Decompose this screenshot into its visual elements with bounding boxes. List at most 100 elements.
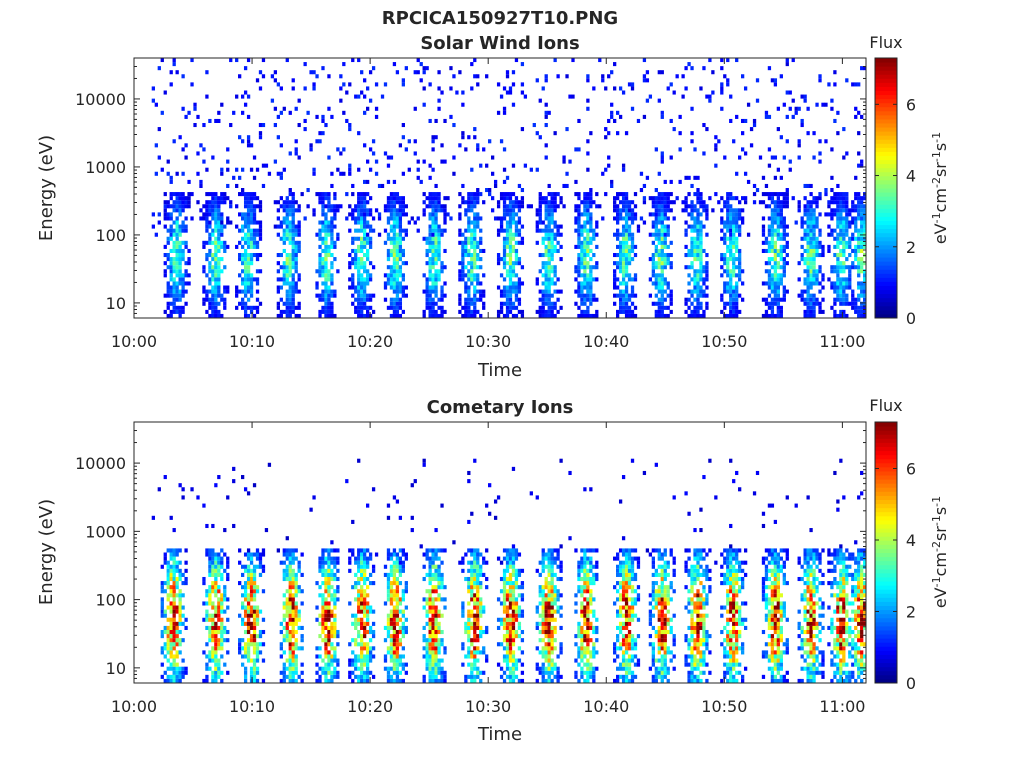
- heatmap-cell: [440, 261, 444, 266]
- heatmap-cell: [172, 552, 176, 557]
- heatmap-cell: [241, 192, 245, 197]
- heatmap-cell: [360, 208, 364, 213]
- heatmap-cell: [246, 650, 251, 655]
- heatmap-cell: [172, 548, 176, 553]
- heatmap-cell: [705, 305, 709, 310]
- heatmap-cell: [401, 253, 405, 258]
- heatmap-cell: [214, 634, 218, 639]
- heatmap-cell: [223, 552, 227, 557]
- heatmap-cell: [246, 621, 251, 626]
- heatmap-cell: [327, 572, 331, 577]
- heatmap-cell: [321, 114, 325, 119]
- heatmap-cell: [395, 313, 400, 318]
- heatmap-cell: [752, 118, 757, 123]
- heatmap-cell: [508, 273, 513, 278]
- heatmap-cell: [690, 66, 694, 71]
- heatmap-cell: [202, 503, 206, 508]
- heatmap-cell: [395, 289, 400, 294]
- heatmap-cell: [363, 265, 367, 270]
- heatmap-cell: [169, 301, 173, 306]
- heatmap-cell: [181, 613, 185, 618]
- heatmap-cell: [252, 605, 257, 610]
- heatmap-cell: [264, 528, 269, 533]
- heatmap-cell: [389, 273, 394, 278]
- heatmap-cell: [360, 658, 364, 663]
- heatmap-cell: [345, 90, 349, 95]
- heatmap-cell: [178, 261, 182, 266]
- heatmap-cell: [761, 228, 766, 233]
- heatmap-cell: [541, 220, 545, 225]
- heatmap-cell: [848, 269, 852, 274]
- heatmap-cell: [520, 309, 525, 314]
- heatmap-cell: [479, 228, 483, 233]
- heatmap-cell: [818, 151, 822, 156]
- heatmap-cell: [291, 285, 295, 290]
- heatmap-cell: [577, 273, 581, 278]
- heatmap-cell: [336, 208, 340, 213]
- heatmap-cell: [169, 576, 173, 582]
- heatmap-cell: [470, 281, 474, 286]
- heatmap-cell: [663, 289, 667, 294]
- heatmap-cell: [178, 593, 182, 598]
- heatmap-cell: [657, 204, 661, 209]
- heatmap-cell: [255, 289, 260, 294]
- heatmap-cell: [220, 293, 224, 298]
- heatmap-cell: [175, 192, 179, 197]
- heatmap-cell: [675, 74, 679, 79]
- heatmap-cell: [514, 248, 519, 253]
- heatmap-cell: [368, 208, 373, 213]
- heatmap-cell: [806, 309, 810, 314]
- heatmap-cell: [505, 313, 510, 318]
- heatmap-cell: [654, 248, 658, 253]
- heatmap-cell: [663, 261, 667, 266]
- heatmap-cell: [684, 265, 688, 270]
- heatmap-cell: [699, 196, 703, 201]
- heatmap-cell: [395, 212, 400, 217]
- heatmap-cell: [163, 216, 167, 221]
- heatmap-cell: [660, 301, 664, 306]
- heatmap-cell: [666, 293, 670, 298]
- heatmap-cell: [392, 301, 397, 306]
- heatmap-cell: [214, 654, 218, 659]
- heatmap-cell: [255, 244, 260, 249]
- heatmap-cell: [169, 625, 173, 630]
- heatmap-cell: [812, 257, 816, 262]
- heatmap-cell: [428, 293, 432, 298]
- heatmap-cell: [282, 167, 286, 172]
- heatmap-cell: [505, 228, 510, 233]
- heatmap-cell: [169, 629, 173, 635]
- heatmap-cell: [437, 244, 441, 249]
- heatmap-cell: [243, 597, 248, 602]
- heatmap-cell: [693, 309, 697, 314]
- heatmap-cell: [660, 277, 664, 282]
- panel-title: Solar Wind Ions: [420, 33, 579, 54]
- heatmap-cell: [806, 289, 810, 294]
- heatmap-cell: [785, 240, 789, 245]
- heatmap-cell: [860, 257, 864, 262]
- heatmap-cell: [553, 236, 557, 241]
- heatmap-cell: [327, 609, 331, 614]
- heatmap-cell: [294, 572, 298, 577]
- heatmap-cell: [627, 224, 632, 229]
- heatmap-cell: [663, 257, 667, 262]
- heatmap-cell: [243, 666, 248, 671]
- heatmap-cell: [732, 216, 736, 221]
- heatmap-cell: [863, 196, 867, 201]
- heatmap-cell: [666, 192, 670, 197]
- heatmap-cell: [294, 593, 298, 598]
- heatmap-cell: [806, 297, 810, 302]
- heatmap-cell: [621, 167, 626, 172]
- heatmap-cell: [178, 293, 182, 298]
- heatmap-cell: [327, 634, 331, 639]
- heatmap-cell: [705, 216, 709, 221]
- heatmap-cell: [732, 236, 736, 241]
- heatmap-cell: [357, 556, 361, 561]
- heatmap-cell: [857, 297, 861, 302]
- heatmap-cell: [342, 147, 346, 152]
- heatmap-cell: [434, 269, 438, 274]
- heatmap-cell: [431, 232, 435, 237]
- heatmap-cell: [752, 183, 757, 188]
- heatmap-cell: [255, 621, 260, 626]
- heatmap-cell: [246, 646, 251, 651]
- heatmap-cell: [404, 228, 408, 233]
